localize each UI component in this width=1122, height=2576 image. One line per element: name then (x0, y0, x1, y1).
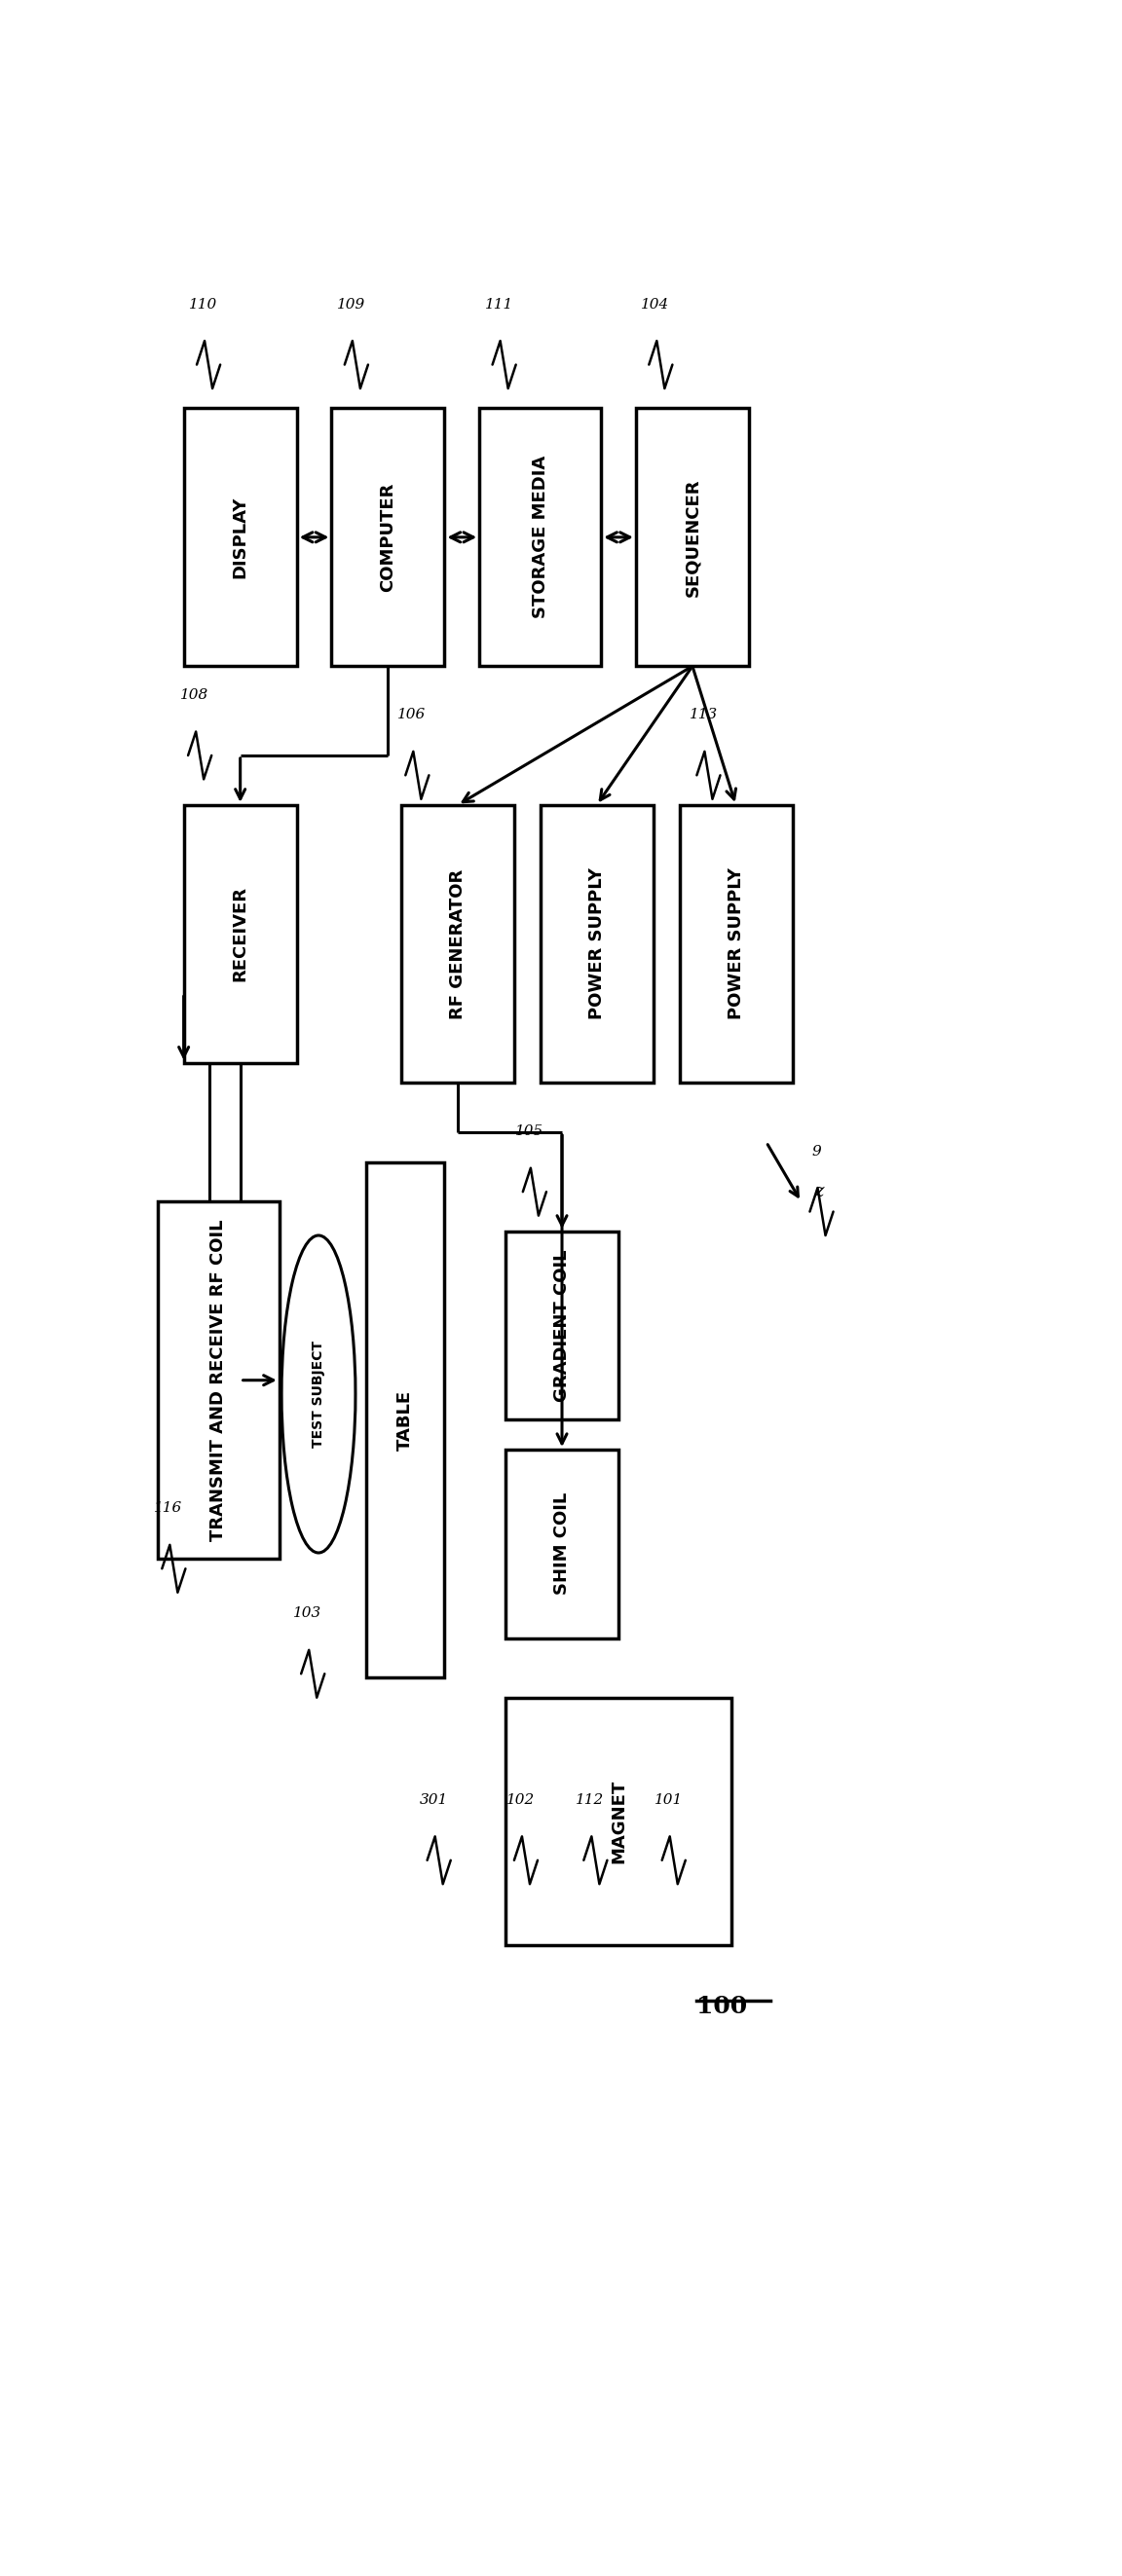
Bar (184, 804, 296, 1064)
Text: 116: 116 (154, 1502, 183, 1515)
Text: DISPLAY: DISPLAY (231, 497, 249, 577)
Bar (505, 1698, 732, 1945)
Text: TRANSMIT AND RECEIVE RF COIL: TRANSMIT AND RECEIVE RF COIL (210, 1218, 228, 1540)
Text: 106: 106 (397, 708, 426, 721)
Bar (505, 1450, 618, 1638)
Text: 101: 101 (654, 1793, 683, 1806)
Text: RECEIVER: RECEIVER (231, 886, 249, 981)
Text: 108: 108 (181, 688, 209, 701)
Text: 100: 100 (697, 1994, 747, 2020)
Text: 301: 301 (420, 1793, 448, 1806)
Bar (541, 804, 653, 1082)
Bar (636, 407, 748, 667)
Text: TABLE: TABLE (397, 1388, 414, 1450)
Text: 109: 109 (337, 296, 366, 312)
Text: 112: 112 (576, 1793, 605, 1806)
Ellipse shape (282, 1236, 356, 1553)
Bar (479, 407, 601, 667)
Text: POWER SUPPLY: POWER SUPPLY (727, 868, 745, 1020)
Text: TEST SUBJECT: TEST SUBJECT (312, 1340, 325, 1448)
Bar (679, 804, 792, 1082)
Text: SEQUENCER: SEQUENCER (683, 479, 701, 598)
Text: MAGNET: MAGNET (609, 1780, 627, 1862)
Text: 103: 103 (293, 1607, 322, 1620)
Bar (157, 1200, 279, 1558)
Text: RF GENERATOR: RF GENERATOR (449, 868, 467, 1020)
Text: 113: 113 (689, 708, 718, 721)
Text: GRADIENT COIL: GRADIENT COIL (553, 1249, 571, 1401)
Text: 110: 110 (188, 296, 218, 312)
Text: 111: 111 (485, 296, 513, 312)
Bar (332, 407, 444, 667)
Bar (402, 804, 514, 1082)
Text: z: z (815, 1182, 824, 1200)
Bar (505, 1231, 618, 1419)
Bar (184, 407, 296, 667)
Text: POWER SUPPLY: POWER SUPPLY (588, 868, 606, 1020)
Text: 102: 102 (506, 1793, 535, 1806)
Bar (366, 1162, 444, 1677)
Text: 105: 105 (515, 1126, 544, 1139)
Text: SHIM COIL: SHIM COIL (553, 1492, 571, 1595)
Text: 9: 9 (811, 1144, 821, 1159)
Text: COMPUTER: COMPUTER (379, 482, 397, 592)
Text: STORAGE MEDIA: STORAGE MEDIA (532, 456, 549, 618)
Text: 104: 104 (641, 296, 670, 312)
